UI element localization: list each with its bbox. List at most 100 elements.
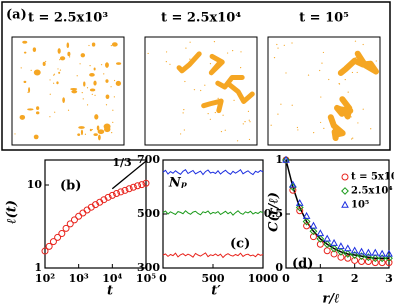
marker — [385, 259, 393, 267]
particle — [270, 124, 272, 126]
particle — [307, 74, 310, 76]
particle — [244, 121, 246, 123]
marker — [323, 240, 332, 249]
panel-label: (a) — [6, 8, 27, 23]
marker — [337, 253, 345, 261]
particle — [200, 89, 202, 92]
particle — [27, 91, 29, 93]
particle — [189, 58, 191, 60]
particle — [217, 97, 219, 99]
slope-label: 1/3 — [112, 156, 131, 169]
marker — [58, 230, 66, 238]
marker — [295, 203, 304, 212]
particle — [273, 57, 276, 59]
marker — [289, 180, 297, 188]
panel-label: (d) — [292, 257, 313, 272]
marker — [378, 254, 387, 263]
particle — [79, 63, 81, 65]
particle — [351, 71, 354, 74]
cluster — [96, 125, 100, 131]
marker — [129, 183, 137, 191]
particle — [88, 44, 90, 47]
particle — [285, 72, 287, 74]
cluster — [89, 72, 95, 77]
marker — [330, 250, 338, 258]
marker — [357, 252, 366, 261]
cluster — [42, 61, 46, 66]
marker — [364, 258, 372, 266]
particle — [321, 62, 323, 64]
marker — [121, 186, 129, 194]
legend-label: t = 5x10³ — [351, 172, 394, 183]
particle — [54, 111, 56, 113]
series-line — [162, 168, 264, 176]
particle — [183, 129, 185, 131]
cluster — [36, 106, 40, 111]
particle — [112, 121, 114, 123]
particle — [283, 44, 285, 46]
cluster — [35, 111, 40, 115]
y-tick-label: 0 — [275, 261, 283, 274]
x-tick-label: 0 — [282, 272, 290, 285]
particle — [189, 41, 191, 43]
marker — [364, 253, 373, 262]
particle — [240, 66, 242, 69]
cluster — [97, 134, 101, 141]
x-tick-label: 1000 — [248, 272, 279, 285]
particle — [110, 44, 112, 47]
marker — [358, 258, 366, 266]
cluster — [111, 42, 118, 47]
snapshot-title: t = 10⁵ — [299, 11, 349, 26]
particle — [236, 140, 239, 142]
particle — [319, 69, 321, 72]
marker — [350, 251, 359, 259]
particle — [248, 138, 251, 141]
marker — [138, 181, 146, 189]
marker — [295, 198, 304, 206]
particle — [322, 51, 325, 54]
cluster — [27, 108, 34, 111]
legend-marker — [341, 173, 349, 181]
cluster — [97, 129, 105, 135]
cluster — [327, 114, 346, 141]
particle — [111, 132, 113, 134]
cluster — [57, 48, 61, 54]
cluster — [80, 53, 86, 58]
particle — [277, 113, 279, 115]
cluster — [78, 126, 85, 129]
cluster — [201, 98, 224, 114]
marker — [117, 188, 125, 196]
particle — [110, 86, 112, 88]
cluster — [80, 129, 84, 136]
y-axis-label: Nₚ — [168, 176, 187, 191]
particle — [277, 47, 279, 49]
particle — [59, 59, 61, 61]
particle — [103, 73, 105, 75]
particle — [338, 83, 340, 85]
particle — [222, 114, 224, 116]
marker — [344, 254, 352, 262]
x-axis-label: t′ — [211, 284, 221, 299]
particle — [147, 52, 149, 55]
marker — [75, 212, 83, 220]
particle — [209, 63, 212, 65]
particle — [100, 64, 103, 66]
cluster — [91, 42, 96, 47]
cluster — [226, 82, 255, 104]
marker — [371, 259, 379, 267]
cluster — [23, 51, 27, 54]
y-tick-label: 500 — [137, 207, 160, 220]
cluster — [93, 80, 97, 86]
cluster — [58, 71, 61, 74]
particle — [297, 129, 299, 131]
particle — [68, 56, 71, 58]
cluster — [71, 89, 78, 94]
particle — [224, 129, 226, 131]
y-tick-label: 1 — [34, 261, 42, 274]
particle — [53, 73, 56, 75]
marker — [125, 185, 133, 193]
series-line — [162, 210, 264, 216]
x-tick-label: 10³ — [69, 272, 89, 285]
x-tick-label: 500 — [202, 272, 225, 285]
particle — [180, 133, 182, 135]
